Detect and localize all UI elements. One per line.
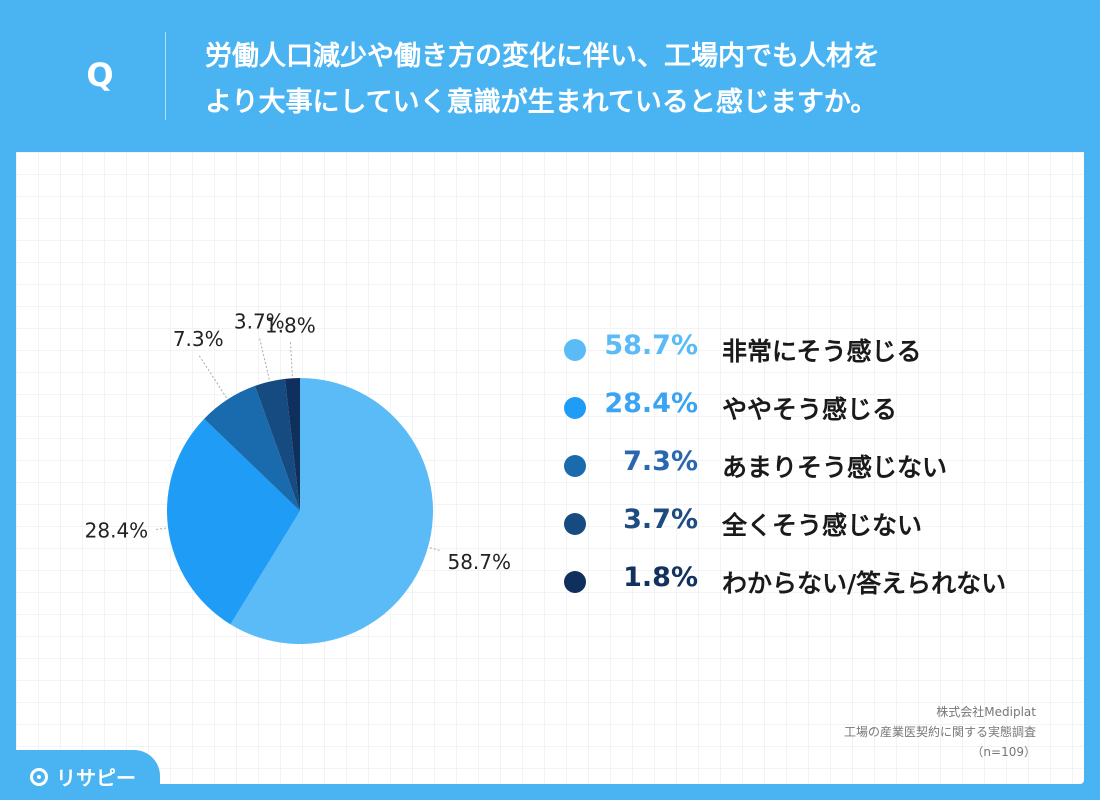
q-mark: Q	[86, 56, 114, 94]
pin-icon	[30, 767, 48, 786]
legend-percent-0: 58.7%	[604, 330, 698, 361]
legend-label-0: 非常にそう感じる	[722, 337, 922, 366]
pie-label-2: 7.3%	[173, 327, 224, 351]
legend-item-2: 7.3% あまりそう感じない	[564, 442, 1064, 500]
pie-label-0: 58.7%	[447, 550, 511, 574]
source-survey: 工場の産業医契約に関する実態調査	[843, 725, 1036, 739]
pie-chart: 58.7% 28.4% 7.3% 3.7%1.8%	[85, 310, 511, 644]
source-sample-size: （n=109）	[971, 745, 1036, 759]
legend-percent-1: 28.4%	[604, 388, 698, 419]
question-text: 労働人口減少や働き方の変化に伴い、工場内でも人材を より大事にしていく意識が生ま…	[205, 34, 1075, 126]
pie-slice-3	[254, 378, 300, 511]
legend-label-1: ややそう感じる	[722, 395, 898, 424]
brand-logo: リサピー	[30, 762, 136, 791]
leader-line-3	[258, 336, 270, 380]
logo-tab: リサピー	[0, 750, 160, 800]
chart-panel: 58.7% 28.4% 7.3% 3.7% 1.8% 58.7% 非常にそう感じる 28.4…	[16, 152, 1084, 784]
question-header: Q 労働人口減少や働き方の変化に伴い、工場内でも人材を より大事にしていく意識が…	[0, 0, 1100, 152]
pie-label-4: 1.8%	[265, 313, 316, 337]
pie-label-3: 3.7%	[234, 310, 285, 334]
legend-swatch-2	[564, 455, 586, 477]
legend-item-0: 58.7% 非常にそう感じる	[564, 326, 1064, 384]
legend-label-4: わからない/答えられない	[722, 569, 1007, 598]
legend-swatch-1	[564, 397, 586, 419]
legend-swatch-3	[564, 513, 586, 535]
legend-item-1: 28.4% ややそう感じる	[564, 384, 1064, 442]
pie-slice-0	[230, 378, 434, 644]
legend-label-2: あまりそう感じない	[722, 453, 948, 482]
legend-swatch-0	[564, 339, 586, 361]
source-note: 株式会社Mediplat 工場の産業医契約に関する実態調査 （n=109）	[844, 702, 1036, 762]
header-divider	[165, 32, 166, 120]
logo-text: リサピー	[56, 766, 136, 790]
legend-swatch-4	[564, 571, 586, 593]
legend-percent-4: 1.8%	[623, 562, 698, 593]
question-line-2: より大事にしていく意識が生まれていると感じますか。	[205, 87, 878, 118]
pie-slice-4	[284, 378, 300, 511]
legend-item-3: 3.7% 全くそう感じない	[564, 500, 1064, 558]
legend: 58.7% 非常にそう感じる 28.4% ややそう感じる 7.3% あまりそう感じない 3.…	[564, 326, 1064, 616]
legend-percent-2: 7.3%	[623, 446, 698, 477]
question-line-1: 労働人口減少や働き方の変化に伴い、工場内でも人材を	[205, 41, 880, 72]
source-company: 株式会社Mediplat	[936, 705, 1036, 719]
leader-line-2	[197, 353, 227, 399]
pie-label-1: 28.4%	[85, 519, 149, 543]
leader-line-0	[429, 547, 442, 552]
pie-slice-2	[204, 385, 300, 511]
pie-slice-1	[166, 418, 300, 625]
legend-item-4: 1.8% わからない/答えられない	[564, 558, 1064, 616]
leader-line-1	[154, 527, 167, 531]
legend-label-3: 全くそう感じない	[722, 511, 923, 540]
leader-line-4	[289, 340, 293, 377]
legend-percent-3: 3.7%	[623, 504, 698, 535]
